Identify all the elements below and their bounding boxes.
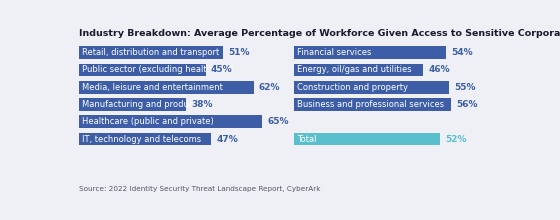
- FancyBboxPatch shape: [293, 81, 449, 94]
- FancyBboxPatch shape: [78, 64, 206, 76]
- Text: 46%: 46%: [428, 65, 450, 74]
- Text: Financial services: Financial services: [297, 48, 371, 57]
- Text: Construction and property: Construction and property: [297, 83, 408, 92]
- Text: 56%: 56%: [457, 100, 478, 109]
- Text: Energy, oil/gas and utilities: Energy, oil/gas and utilities: [297, 65, 412, 74]
- Text: 62%: 62%: [259, 83, 281, 92]
- Text: Retail, distribution and transport: Retail, distribution and transport: [82, 48, 220, 57]
- FancyBboxPatch shape: [293, 64, 423, 76]
- Text: Public sector (excluding healthcare): Public sector (excluding healthcare): [82, 65, 234, 74]
- FancyBboxPatch shape: [78, 81, 254, 94]
- Text: Healthcare (public and private): Healthcare (public and private): [82, 117, 214, 126]
- Text: 54%: 54%: [451, 48, 473, 57]
- Text: 55%: 55%: [454, 83, 475, 92]
- FancyBboxPatch shape: [78, 46, 222, 59]
- Text: 47%: 47%: [217, 135, 238, 144]
- FancyBboxPatch shape: [78, 98, 186, 111]
- Text: Industry Breakdown: Average Percentage of Workforce Given Access to Sensitive Co: Industry Breakdown: Average Percentage o…: [78, 29, 560, 38]
- Text: 52%: 52%: [445, 135, 467, 144]
- FancyBboxPatch shape: [78, 116, 262, 128]
- Text: 65%: 65%: [267, 117, 289, 126]
- Text: Media, leisure and entertainment: Media, leisure and entertainment: [82, 83, 223, 92]
- Text: Total: Total: [297, 135, 316, 144]
- Text: Manufacturing and production: Manufacturing and production: [82, 100, 210, 109]
- Text: 38%: 38%: [191, 100, 213, 109]
- Text: Business and professional services: Business and professional services: [297, 100, 444, 109]
- Text: IT, technology and telecoms: IT, technology and telecoms: [82, 135, 201, 144]
- FancyBboxPatch shape: [293, 98, 451, 111]
- Text: 45%: 45%: [211, 65, 232, 74]
- FancyBboxPatch shape: [293, 133, 440, 145]
- FancyBboxPatch shape: [293, 46, 446, 59]
- Text: Source: 2022 Identity Security Threat Landscape Report, CyberArk: Source: 2022 Identity Security Threat La…: [78, 186, 320, 192]
- FancyBboxPatch shape: [78, 133, 211, 145]
- Text: 51%: 51%: [228, 48, 249, 57]
